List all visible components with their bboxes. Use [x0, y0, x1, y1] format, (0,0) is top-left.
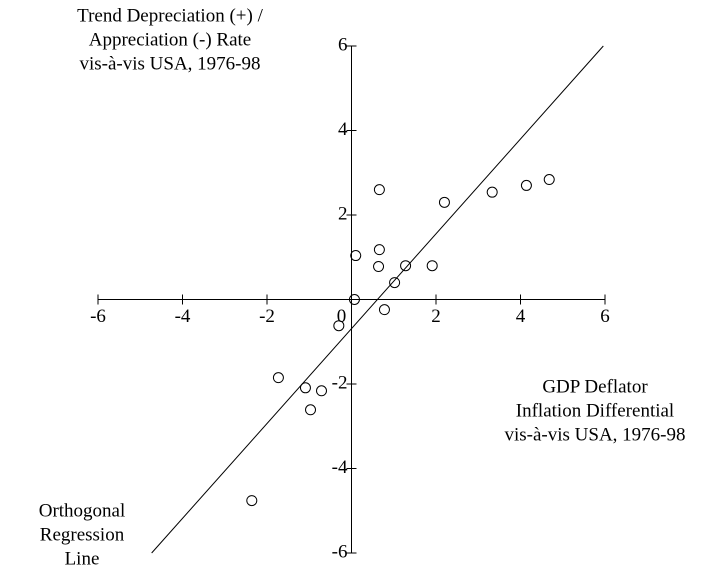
x-tick-label: 2 [431, 306, 441, 327]
y-tick-label: 2 [338, 203, 348, 224]
point [486, 186, 498, 198]
x-tick-label: 6 [600, 306, 610, 327]
point [378, 304, 390, 316]
y-tick-label: 4 [338, 119, 348, 140]
label-line: vis-à-vis USA, 1976-98 [79, 53, 260, 74]
x-axis-label: GDP Deflator Inflation Differential vis-à-… [504, 376, 685, 445]
x-tick-label: -2 [259, 306, 275, 327]
point [333, 320, 345, 332]
point [400, 260, 412, 272]
x-tick-label: -4 [175, 306, 191, 327]
label-line: GDP Deflator [542, 376, 648, 397]
point [543, 174, 555, 186]
point [520, 179, 532, 191]
x-tick-label: 4 [516, 306, 526, 327]
point [299, 382, 311, 394]
x-tick-label: -6 [90, 306, 106, 327]
label-line: vis-à-vis USA, 1976-98 [504, 424, 685, 445]
regression-line [151, 45, 604, 554]
y-tick-label: -6 [332, 541, 348, 562]
point [246, 495, 258, 507]
label-line: Trend Depreciation (+) / [77, 5, 263, 26]
point [389, 277, 401, 289]
point [305, 404, 317, 416]
y-tick-label: 6 [338, 34, 348, 55]
label-line: Regression [40, 524, 125, 545]
point [348, 294, 360, 305]
label-line: Line [65, 548, 100, 569]
x-tick-label: 0 [337, 306, 347, 327]
y-axis-label: Trend Depreciation (+) / Appreciation (-)… [77, 5, 263, 74]
point [373, 184, 385, 196]
label-line: Orthogonal [39, 500, 126, 521]
point [350, 250, 362, 262]
point [316, 385, 328, 397]
y-tick-label: -2 [332, 372, 348, 393]
point [373, 261, 385, 273]
point [272, 372, 284, 384]
label-line: Appreciation (-) Rate [89, 29, 251, 50]
point [373, 244, 385, 256]
point [438, 196, 450, 208]
y-tick-label: -4 [332, 457, 348, 478]
point [426, 260, 438, 272]
line-label: Orthogonal Regression Line [39, 500, 126, 569]
label-line: Inflation Differential [516, 400, 674, 421]
